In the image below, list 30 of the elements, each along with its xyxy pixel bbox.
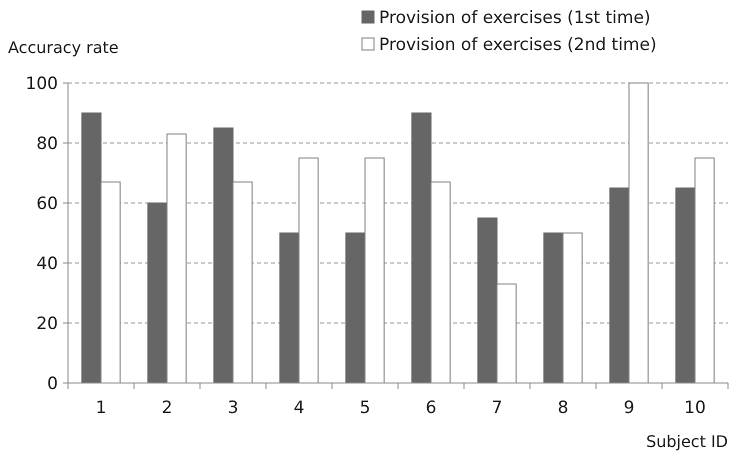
x-tick-label: 8 [558,398,568,418]
x-tick-label: 6 [426,398,436,418]
x-tick-label: 3 [228,398,238,418]
bar [279,232,300,384]
y-tick-label: 0 [47,374,58,394]
y-tick-label: 40 [36,254,58,274]
bar [213,128,234,384]
x-tick-label: 5 [360,398,370,418]
legend-label: Provision of exercises (2nd time) [379,35,657,55]
bar [675,188,696,384]
x-tick-label: 4 [294,398,304,418]
y-tick-label: 80 [36,134,58,154]
x-axis-title: Subject ID [646,432,728,451]
bar [477,218,498,384]
legend-label: Provision of exercises (1st time) [379,8,651,28]
x-tick-label: 7 [492,398,502,418]
x-tick-label: 10 [684,398,706,418]
x-tick-label: 2 [162,398,172,418]
bar [609,188,630,384]
y-tick-label: 100 [26,74,58,94]
bar [345,232,366,384]
bar [543,232,564,384]
x-tick-label: 1 [96,398,106,418]
bar [411,112,432,384]
y-axis-title: Accuracy rate [8,38,119,57]
y-tick-label: 60 [36,194,58,214]
bar [81,112,102,384]
x-tick-label: 9 [624,398,634,418]
y-tick-label: 20 [36,314,58,334]
bar [147,202,168,384]
